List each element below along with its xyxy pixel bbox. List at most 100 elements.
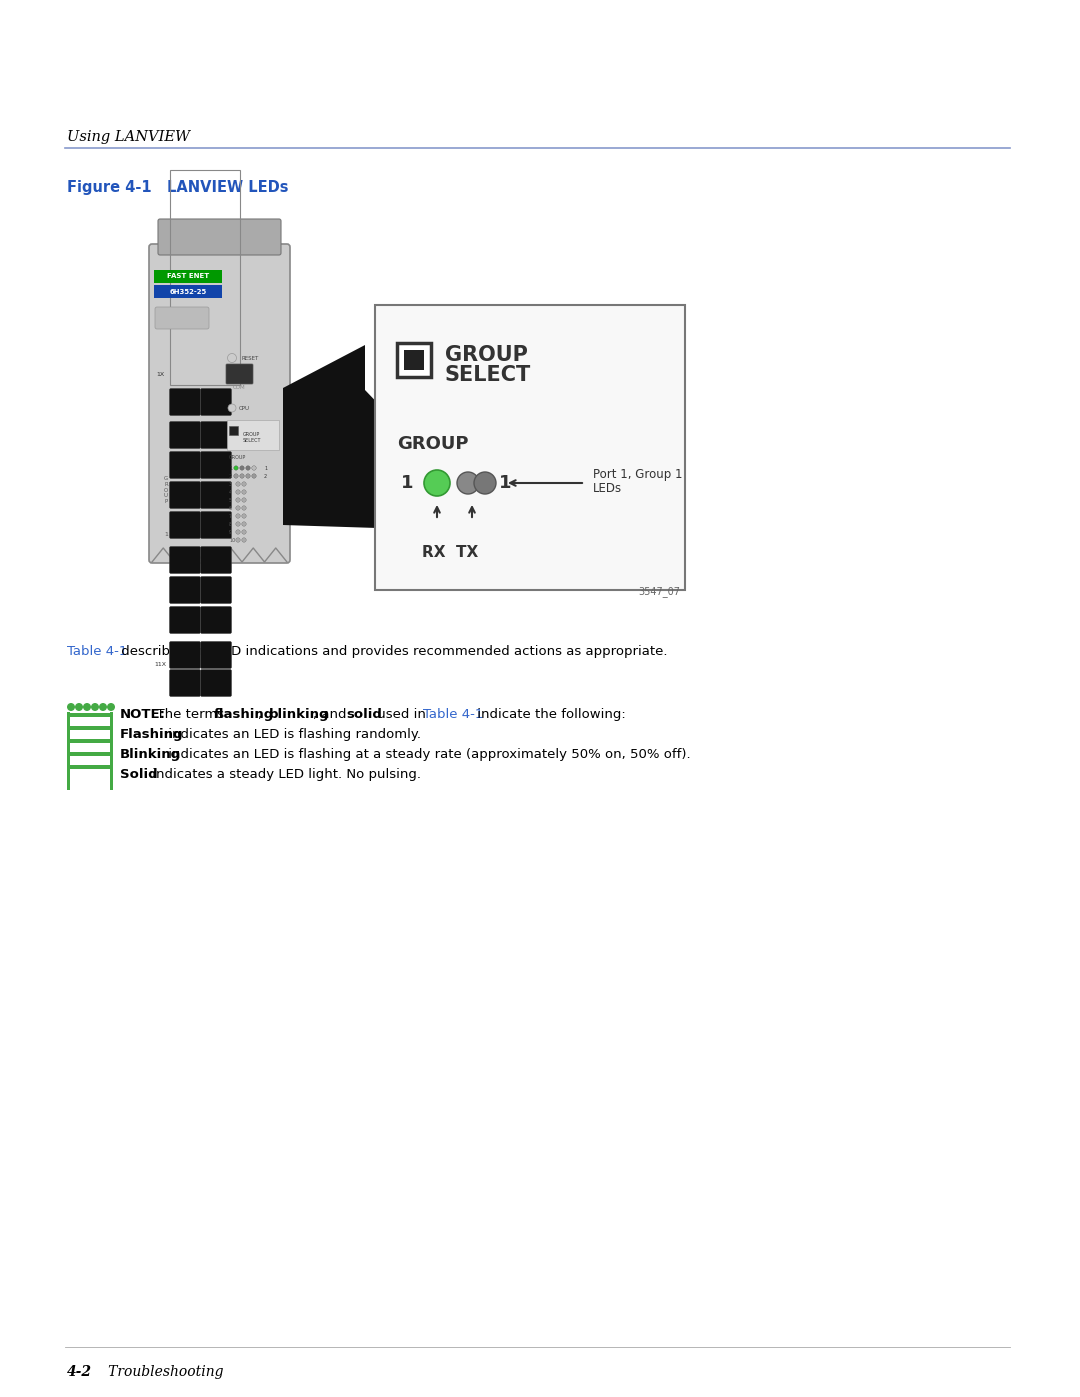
FancyBboxPatch shape: [149, 244, 291, 563]
FancyBboxPatch shape: [170, 451, 201, 479]
Circle shape: [235, 506, 240, 510]
Circle shape: [246, 474, 251, 478]
Circle shape: [474, 472, 496, 495]
Circle shape: [235, 497, 240, 502]
Circle shape: [83, 703, 91, 711]
Text: 1: 1: [164, 532, 167, 538]
Text: GROUP: GROUP: [229, 455, 246, 460]
Bar: [229, 426, 238, 434]
FancyBboxPatch shape: [156, 307, 210, 330]
Circle shape: [235, 490, 240, 495]
Text: 6H352-25: 6H352-25: [170, 289, 206, 295]
FancyBboxPatch shape: [201, 577, 231, 604]
Text: 3547_07: 3547_07: [638, 585, 680, 597]
Text: 1: 1: [264, 465, 267, 471]
Text: 6: 6: [229, 506, 232, 510]
Text: GROUP: GROUP: [243, 432, 260, 437]
FancyBboxPatch shape: [226, 365, 253, 384]
Bar: [67, 766, 113, 768]
Circle shape: [228, 404, 237, 412]
Bar: [170, 170, 240, 386]
Text: 1: 1: [401, 474, 414, 492]
FancyBboxPatch shape: [170, 388, 201, 415]
Circle shape: [252, 465, 256, 471]
Circle shape: [235, 482, 240, 486]
Text: 4-2: 4-2: [67, 1365, 92, 1379]
Text: LEDs: LEDs: [593, 482, 622, 495]
Circle shape: [242, 490, 246, 495]
FancyBboxPatch shape: [201, 641, 231, 669]
FancyBboxPatch shape: [201, 422, 231, 448]
Circle shape: [75, 703, 83, 711]
Text: GROUP: GROUP: [445, 345, 528, 365]
Bar: [67, 739, 113, 743]
Bar: [110, 712, 113, 789]
Bar: [154, 285, 222, 298]
Circle shape: [242, 538, 246, 542]
Circle shape: [235, 538, 240, 542]
Text: Port 1, Group 1: Port 1, Group 1: [593, 468, 683, 481]
Bar: [404, 351, 424, 370]
Text: RX  TX: RX TX: [422, 545, 478, 560]
FancyBboxPatch shape: [201, 482, 231, 509]
Circle shape: [240, 474, 244, 478]
Text: Solid: Solid: [120, 768, 158, 781]
Text: indicate the following:: indicate the following:: [473, 708, 625, 721]
Text: Troubleshooting: Troubleshooting: [95, 1365, 224, 1379]
Text: COM: COM: [232, 386, 245, 390]
Bar: [67, 712, 70, 789]
FancyBboxPatch shape: [170, 577, 201, 604]
Circle shape: [242, 514, 246, 518]
FancyBboxPatch shape: [170, 606, 201, 633]
Bar: [397, 344, 431, 377]
Text: SELECT: SELECT: [243, 439, 261, 443]
Text: indicates an LED is flashing randomly.: indicates an LED is flashing randomly.: [164, 728, 421, 740]
Text: 7: 7: [229, 514, 232, 518]
Text: used in: used in: [374, 708, 431, 721]
Circle shape: [252, 474, 256, 478]
Bar: [375, 305, 685, 590]
FancyBboxPatch shape: [170, 669, 201, 697]
Circle shape: [233, 465, 239, 471]
Text: flashing: flashing: [214, 708, 274, 721]
Text: 2: 2: [229, 474, 232, 479]
Text: Table 4-1: Table 4-1: [67, 645, 127, 658]
Text: 10: 10: [229, 538, 235, 542]
FancyBboxPatch shape: [170, 641, 201, 669]
Text: The terms: The terms: [148, 708, 228, 721]
Bar: [67, 726, 113, 731]
Text: ,: ,: [258, 708, 266, 721]
Text: FAST ENET: FAST ENET: [167, 274, 210, 279]
Text: Using LANVIEW: Using LANVIEW: [67, 130, 190, 144]
Text: Table 4-1: Table 4-1: [423, 708, 484, 721]
Circle shape: [99, 703, 107, 711]
Circle shape: [246, 465, 251, 471]
FancyBboxPatch shape: [170, 422, 201, 448]
Text: 5: 5: [229, 497, 232, 503]
Text: 1: 1: [229, 465, 232, 471]
Text: blinking: blinking: [269, 708, 329, 721]
Bar: [67, 700, 113, 789]
Text: Figure 4-1   LANVIEW LEDs: Figure 4-1 LANVIEW LEDs: [67, 180, 288, 196]
Bar: [67, 752, 113, 756]
Circle shape: [457, 472, 480, 495]
Text: Blinking: Blinking: [120, 747, 181, 761]
FancyBboxPatch shape: [170, 511, 201, 538]
Text: indicates an LED is flashing at a steady rate (approximately 50% on, 50% off).: indicates an LED is flashing at a steady…: [164, 747, 691, 761]
FancyBboxPatch shape: [201, 451, 231, 479]
Text: indicates a steady LED light. No pulsing.: indicates a steady LED light. No pulsing…: [148, 768, 420, 781]
Text: 9: 9: [229, 529, 232, 535]
Text: describes the LED indications and provides recommended actions as appropriate.: describes the LED indications and provid…: [117, 645, 667, 658]
Circle shape: [424, 469, 450, 496]
Text: SELECT: SELECT: [445, 365, 531, 386]
Text: G
R
O
U
P: G R O U P: [164, 476, 168, 504]
Text: , and: , and: [313, 708, 351, 721]
Text: 1X: 1X: [156, 373, 164, 377]
Polygon shape: [283, 345, 440, 529]
FancyBboxPatch shape: [201, 546, 231, 574]
Text: 4: 4: [229, 489, 232, 495]
Bar: [67, 712, 113, 717]
Text: 2: 2: [264, 474, 267, 479]
Bar: [154, 270, 222, 284]
FancyBboxPatch shape: [201, 511, 231, 538]
